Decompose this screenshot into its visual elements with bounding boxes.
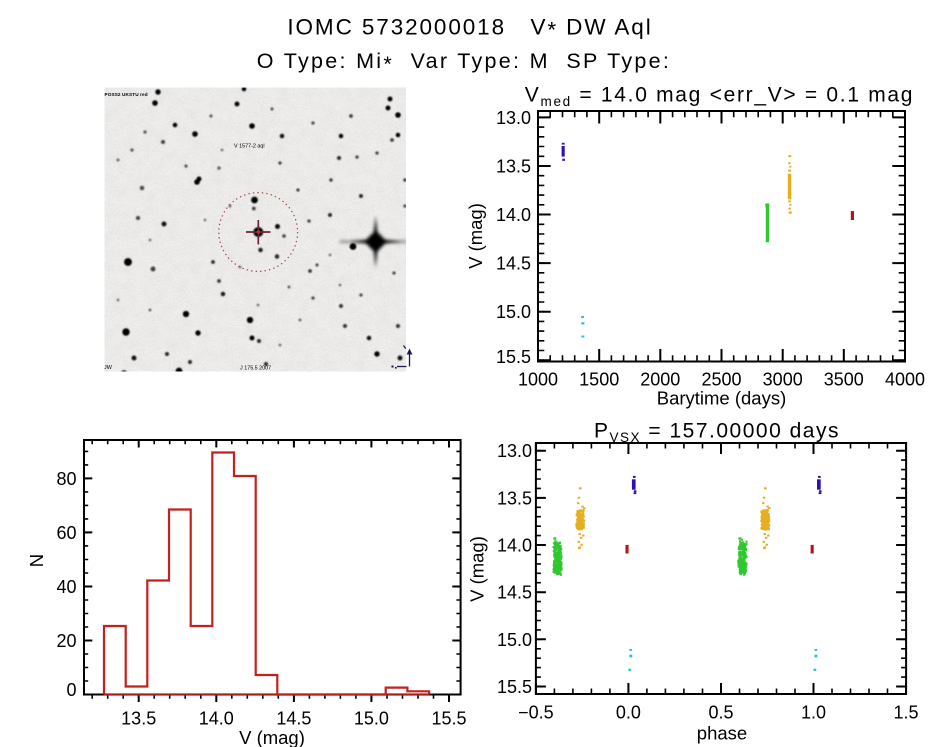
svg-text:POSS2 UKSTU red: POSS2 UKSTU red — [105, 92, 148, 97]
svg-text:14.0: 14.0 — [497, 536, 532, 556]
svg-text:40: 40 — [56, 577, 76, 597]
svg-text:1000: 1000 — [518, 370, 558, 390]
svg-text:15.0: 15.0 — [354, 709, 389, 729]
svg-text:13.0: 13.0 — [496, 108, 531, 128]
svg-text:1.0: 1.0 — [801, 703, 826, 723]
svg-text:15.0: 15.0 — [496, 302, 531, 322]
svg-text:14.0: 14.0 — [496, 205, 531, 225]
svg-text:Vmed = 14.0 mag <err_V> = 0.1: Vmed = 14.0 mag <err_V> = 0.1 mag — [525, 84, 914, 110]
svg-text:3000: 3000 — [763, 370, 803, 390]
svg-text:13.5: 13.5 — [497, 488, 532, 508]
svg-text:20: 20 — [56, 631, 76, 651]
svg-text:Barytime (days): Barytime (days) — [657, 388, 787, 409]
svg-text:V 1577-2 aql: V 1577-2 aql — [234, 144, 265, 150]
svg-text:15.5: 15.5 — [496, 347, 531, 367]
svg-text:1.5: 1.5 — [893, 703, 918, 723]
svg-text:2000: 2000 — [640, 370, 680, 390]
svg-text:14.0: 14.0 — [199, 709, 234, 729]
svg-text:60: 60 — [56, 523, 76, 543]
svg-text:IOMC 5732000018 V* DW Aql: IOMC 5732000018 V* DW Aql — [287, 15, 652, 43]
svg-text:V (mag): V (mag) — [467, 536, 488, 602]
svg-text:JW: JW — [104, 365, 113, 371]
svg-text:13.5: 13.5 — [496, 157, 531, 177]
svg-text:13.0: 13.0 — [497, 441, 532, 461]
svg-text:3500: 3500 — [824, 370, 864, 390]
svg-text:O Type: Mi* Var Type: M SP T: O Type: Mi* Var Type: M SP Type: — [257, 49, 671, 76]
svg-text:N: N — [26, 554, 47, 567]
svg-text:V (mag): V (mag) — [465, 203, 486, 269]
svg-text:PVSX = 157.00000 days: PVSX = 157.00000 days — [594, 420, 840, 446]
svg-text:15.5: 15.5 — [431, 709, 466, 729]
svg-text:2500: 2500 — [701, 370, 741, 390]
svg-text:14.5: 14.5 — [496, 254, 531, 274]
svg-text:15.0: 15.0 — [497, 630, 532, 650]
svg-text:−0.5: −0.5 — [518, 703, 554, 723]
svg-text:80: 80 — [56, 469, 76, 489]
svg-text:13.5: 13.5 — [121, 709, 156, 729]
svg-text:4000: 4000 — [885, 370, 925, 390]
svg-text:14.5: 14.5 — [497, 583, 532, 603]
svg-text:0: 0 — [66, 680, 76, 700]
svg-text:V (mag): V (mag) — [239, 727, 305, 747]
svg-text:phase: phase — [697, 723, 747, 744]
svg-text:0.5: 0.5 — [708, 703, 733, 723]
svg-text:14.5: 14.5 — [276, 709, 311, 729]
svg-text:J 175.5 2007: J 175.5 2007 — [240, 366, 271, 372]
svg-text:0.0: 0.0 — [616, 703, 641, 723]
svg-text:15.5: 15.5 — [497, 677, 532, 697]
svg-text:1500: 1500 — [579, 370, 619, 390]
